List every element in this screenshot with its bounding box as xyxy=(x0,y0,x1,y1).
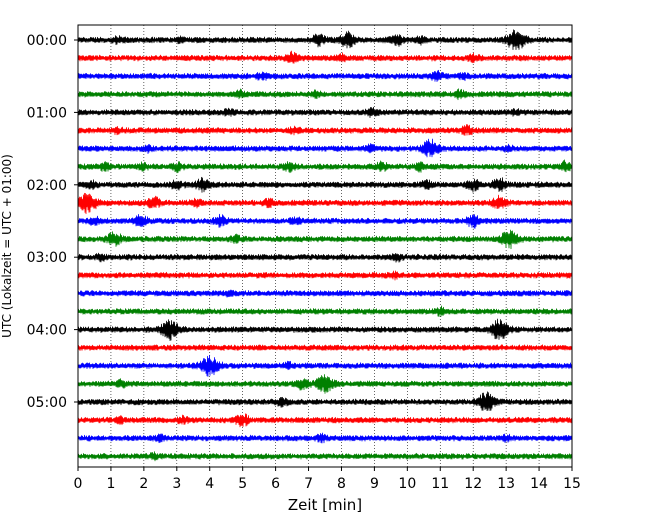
x-tick-label: 11 xyxy=(431,476,449,492)
trace-line xyxy=(77,192,573,215)
x-tick-label: 15 xyxy=(563,476,581,492)
trace-line xyxy=(77,176,573,193)
x-tick-label: 3 xyxy=(172,476,181,492)
trace-line xyxy=(77,229,573,250)
x-tick-label: 6 xyxy=(271,476,280,492)
trace-line xyxy=(77,88,573,101)
y-tick-label: 05:00 xyxy=(27,395,67,411)
trace-line xyxy=(77,252,573,263)
x-tick-label: 1 xyxy=(106,476,115,492)
trace-line xyxy=(77,374,573,394)
trace-line xyxy=(77,354,573,377)
trace-line xyxy=(77,29,573,51)
trace-line xyxy=(77,344,573,352)
plot-frame xyxy=(77,24,573,468)
trace-line xyxy=(77,413,573,428)
trace-line xyxy=(77,213,573,229)
trace-layer xyxy=(77,29,573,462)
x-tick-label: 10 xyxy=(398,476,416,492)
y-tick-label: 02:00 xyxy=(27,178,67,194)
x-tick-label: 14 xyxy=(530,476,548,492)
trace-line xyxy=(77,106,573,119)
trace-line xyxy=(77,69,573,83)
trace-line xyxy=(77,391,573,412)
y-tick-label: 03:00 xyxy=(27,250,67,266)
y-tick-label: 04:00 xyxy=(27,323,67,339)
x-tick-label: 4 xyxy=(205,476,214,492)
x-tick-label: 5 xyxy=(238,476,247,492)
trace-line xyxy=(77,305,573,317)
x-tick-label: 2 xyxy=(139,476,148,492)
y-tick-label: 01:00 xyxy=(27,105,67,121)
trace-line xyxy=(77,124,573,136)
trace-line xyxy=(77,138,573,158)
x-axis-label: Zeit [min] xyxy=(288,496,362,514)
trace-line xyxy=(77,289,573,298)
trace-line xyxy=(77,318,573,341)
trace-line xyxy=(77,432,573,444)
y-axis-label: UTC (Lokalzeit = UTC + 01:00) xyxy=(0,154,14,338)
tick-layer: 0 1 2 3 4 5 6 7 8 9 10 11 12 13 14 1500:0001:0002:0003:… xyxy=(27,33,581,492)
x-tick-label: 7 xyxy=(304,476,313,492)
x-tick-label: 8 xyxy=(337,476,346,492)
trace-line xyxy=(77,270,573,281)
x-tick-label: 9 xyxy=(370,476,379,492)
trace-line xyxy=(77,50,573,64)
trace-line xyxy=(77,159,573,174)
x-tick-label: 0 xyxy=(74,476,83,492)
x-tick-label: 12 xyxy=(464,476,482,492)
y-tick-label: 00:00 xyxy=(27,33,67,49)
x-tick-label: 13 xyxy=(497,476,515,492)
trace-line xyxy=(77,451,573,462)
